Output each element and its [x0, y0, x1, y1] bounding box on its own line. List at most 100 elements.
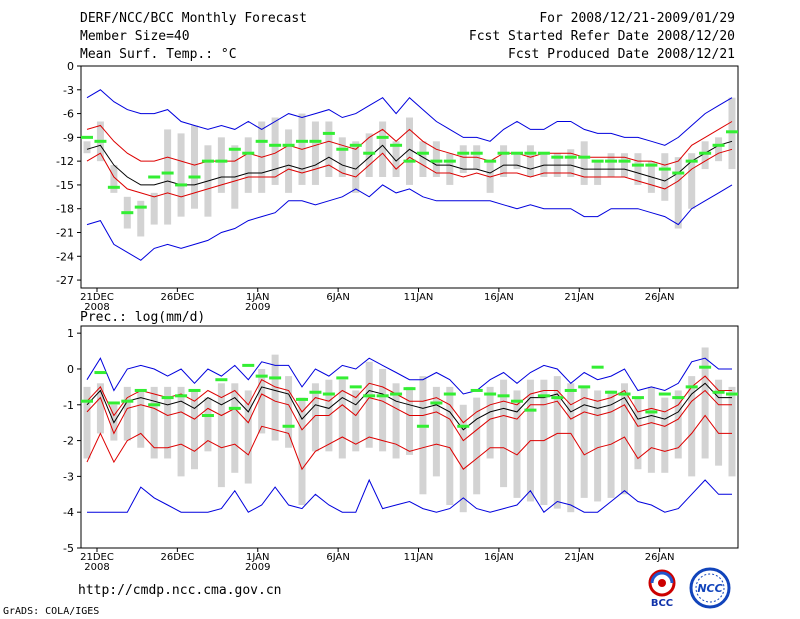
temp-p25-line [86, 148, 733, 198]
temp-ytick-label: -15 [56, 179, 74, 192]
temp-xtick-label: 26JAN [645, 292, 675, 303]
temp-box [110, 165, 118, 193]
temp-ytick-label: -24 [56, 250, 74, 263]
temp-ytick-label: -18 [56, 203, 74, 216]
prec-green-marker [511, 399, 523, 403]
temp-xtick-label: 1JAN [246, 292, 269, 303]
prec-box [486, 386, 494, 459]
prec-box [701, 347, 709, 459]
temp-box [419, 141, 427, 177]
temp-green-marker [645, 163, 658, 167]
prec-min-line [86, 414, 732, 471]
temp-box [191, 125, 198, 209]
temp-green-marker [255, 139, 268, 143]
prec-box [271, 354, 279, 441]
prec-ytick-label: -4 [63, 506, 74, 519]
prec-box [432, 386, 440, 477]
prec-green-marker [537, 394, 550, 398]
prec-ytick-label: -2 [63, 435, 74, 448]
prec-green-marker [631, 396, 644, 400]
temp-green-marker [511, 151, 523, 155]
temp-box [728, 97, 736, 170]
prec-xtick-label: 26DEC [161, 552, 195, 563]
temp-green-marker [672, 171, 685, 175]
temp-plot-frame [80, 65, 739, 289]
prec-median-line [86, 382, 732, 431]
prec-green-marker [269, 376, 282, 380]
prec-box [217, 383, 225, 488]
prec-xtick-year-label: 2008 [84, 562, 109, 573]
temp-box [674, 157, 682, 229]
bcc-logo-icon: BCC [648, 569, 676, 608]
prec-box [164, 386, 172, 459]
prec-box [123, 386, 131, 441]
prec-green-marker [443, 392, 456, 396]
temp-box [580, 141, 588, 185]
temp-green-marker [390, 143, 403, 147]
temp-green-marker [631, 163, 644, 167]
temp-ytick-label: -27 [56, 274, 74, 287]
prec-green-marker [175, 394, 188, 398]
prec-green-marker [349, 385, 362, 389]
prec-green-marker [672, 396, 685, 400]
temp-box [244, 137, 252, 193]
prec-green-marker [336, 376, 349, 380]
temp-box [137, 200, 145, 237]
temp-green-marker [403, 159, 416, 163]
temp-box [688, 153, 696, 209]
temp-box [500, 145, 508, 177]
temp-box [352, 141, 360, 193]
temp-green-marker [618, 159, 631, 163]
temp-green-marker [551, 155, 564, 159]
prec-green-marker [726, 392, 738, 396]
temp-xtick-label: 11JAN [404, 292, 434, 303]
prec-box [379, 368, 387, 452]
prec-ytick-label: -1 [63, 399, 74, 412]
prec-box [459, 404, 467, 513]
prec-green-marker [484, 392, 497, 396]
prec-green-marker [699, 365, 712, 369]
temp-green-marker [188, 175, 201, 179]
prec-xtick-label: 16JAN [484, 552, 514, 563]
prec-box [715, 379, 723, 466]
prec-box [419, 376, 427, 495]
temp-xtick-label: 26DEC [161, 292, 195, 303]
temp-box [365, 133, 373, 177]
temp-green-marker [524, 151, 537, 155]
prec-green-marker [309, 390, 322, 394]
temp-green-marker [282, 143, 295, 147]
prec-box [661, 397, 669, 473]
precip-panel-title: Prec.: log(mm/d) [80, 310, 206, 325]
prec-box [177, 386, 185, 477]
temp-box [634, 153, 642, 185]
prec-box [688, 376, 696, 477]
prec-green-marker [457, 424, 470, 428]
prec-green-marker [658, 392, 671, 396]
prec-box [540, 379, 548, 506]
temp-green-marker [228, 147, 241, 151]
prec-green-marker [551, 396, 564, 400]
ncc-logo-text: NCC [697, 582, 722, 595]
prec-green-marker [161, 396, 174, 400]
temp-xtick-year-label: 2009 [245, 302, 270, 313]
prec-green-marker [605, 390, 618, 394]
prec-xtick-label: 26JAN [645, 552, 675, 563]
temp-green-marker [658, 167, 671, 171]
temp-box [432, 141, 440, 177]
temp-box [607, 153, 615, 177]
temp-xtick-label: 16JAN [484, 292, 514, 303]
temp-box [271, 117, 279, 185]
temp-green-marker [726, 130, 738, 134]
temp-green-marker [107, 185, 120, 189]
prec-green-marker [363, 394, 376, 398]
member-size: Member Size=40 [80, 29, 190, 44]
ncc-logo-icon: NCC [689, 567, 731, 609]
forecast-started-date: Fcst Started Refer Date 2008/12/20 [468, 29, 735, 44]
source-url[interactable]: http://cmdp.ncc.cma.gov.cn [78, 583, 282, 598]
temp-green-marker [712, 143, 725, 147]
prec-green-marker [376, 394, 389, 398]
temp-ytick-label: -12 [56, 155, 74, 168]
temp-box [701, 141, 709, 170]
